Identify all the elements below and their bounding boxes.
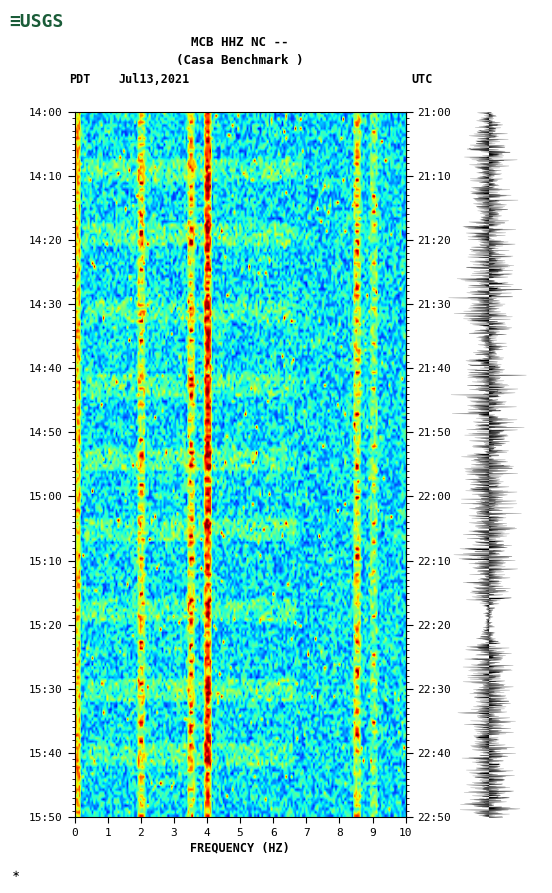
- Text: MCB HHZ NC --: MCB HHZ NC --: [192, 37, 289, 49]
- Text: UTC: UTC: [411, 73, 433, 86]
- Text: $\ast$: $\ast$: [11, 868, 20, 879]
- X-axis label: FREQUENCY (HZ): FREQUENCY (HZ): [190, 842, 290, 855]
- Text: Jul13,2021: Jul13,2021: [119, 73, 190, 86]
- Text: ≡USGS: ≡USGS: [9, 13, 63, 31]
- Text: (Casa Benchmark ): (Casa Benchmark ): [177, 54, 304, 67]
- Text: PDT: PDT: [69, 73, 91, 86]
